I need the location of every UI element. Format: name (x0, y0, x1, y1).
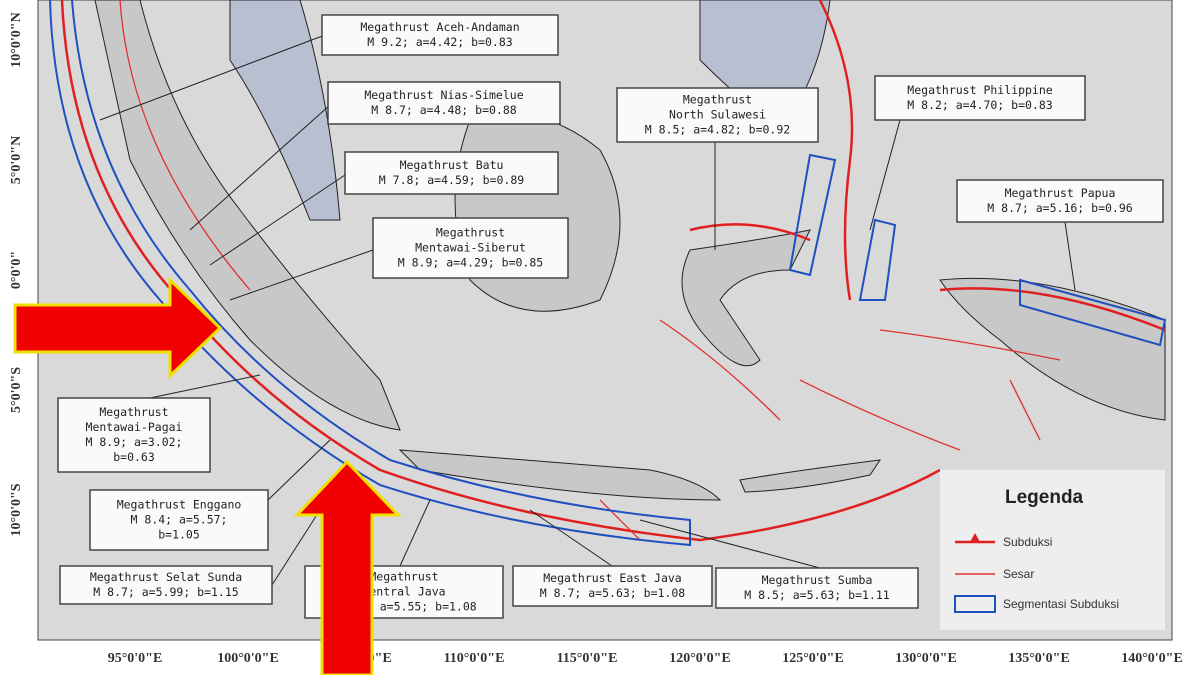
leader-line (209, 174, 346, 266)
callout-text: M 8.4; a=5.57; (131, 513, 228, 527)
legend-swatch (954, 595, 996, 613)
lat-label: 5°0'0"S (9, 367, 24, 413)
callout-text: Megathrust (436, 226, 505, 240)
lon-label: 100°0'0"E (217, 651, 279, 666)
legend-label: Segmentasi Subduksi (1003, 597, 1119, 611)
lat-label: 10°0'0"N (9, 12, 24, 67)
callout-box (372, 217, 569, 279)
lon-label: 135°0'0"E (1008, 651, 1070, 666)
legend-label: Subduksi (1003, 535, 1052, 549)
leader-line (399, 499, 431, 567)
callout-text: M 8.7; a=5.16; b=0.96 (987, 201, 1132, 215)
leader-line (99, 34, 326, 121)
callout-text: North Sulawesi (669, 108, 766, 122)
legend-label: Sesar (1003, 567, 1034, 581)
callout-box (57, 397, 211, 473)
lat-label: 10°0'0"S (9, 483, 24, 536)
callout-text: b=1.05 (158, 528, 200, 542)
lon-label: 95°0'0"E (108, 651, 163, 666)
legend: Legenda Subduksi Sesar Segmentasi Subduk… (940, 470, 1165, 630)
callout-text: Megathrust Selat Sunda (90, 570, 242, 584)
callout-box (344, 151, 559, 195)
callout-text: Megathrust Philippine (907, 83, 1052, 97)
leader-line (189, 104, 331, 231)
callout-text: Megathrust Papua (1005, 186, 1116, 200)
callout-text: M 8.7; a=5.99; b=1.15 (93, 585, 238, 599)
callout-box (616, 87, 819, 143)
faults (119, 0, 1061, 541)
legend-swatch (970, 533, 980, 542)
callout-text: Mentawai-Pagai (86, 420, 183, 434)
leader-line (529, 509, 613, 567)
leader-line (639, 519, 821, 569)
callout-box (89, 489, 269, 551)
callout-box (874, 75, 1086, 121)
lat-label: 5°0'0"N (9, 136, 24, 184)
lon-label: 125°0'0"E (782, 651, 844, 666)
callout-text: M 8.5; a=4.82; b=0.92 (645, 123, 790, 137)
lon-label: 140°0'0"E (1121, 651, 1183, 666)
callout-box (956, 179, 1164, 223)
callout-text: M 7.8; a=4.59; b=0.89 (379, 173, 524, 187)
callout-text: M 8.9; a=4.29; b=0.85 (398, 256, 543, 270)
leader-line (229, 249, 374, 301)
callout-text: Megathrust (99, 405, 168, 419)
legend-title: Legenda (1005, 487, 1084, 508)
callout-box (512, 565, 713, 607)
callout-text: Megathrust (683, 93, 752, 107)
callout-text: M 8.7; a=4.48; b=0.88 (371, 103, 516, 117)
callout-text: M 9.2; a=4.42; b=0.83 (367, 35, 512, 49)
callout-text: Mentawai-Siberut (415, 241, 526, 255)
callout-text: M 8.2; a=4.70; b=0.83 (907, 98, 1052, 112)
callout-text: Megathrust Nias-Simelue (364, 88, 523, 102)
callout-box (327, 81, 561, 125)
arrow-right (13, 276, 223, 380)
callout-box (321, 14, 559, 56)
callout-text: Megathrust East Java (543, 571, 681, 585)
lat-label: 0°0'0" (9, 251, 24, 289)
callout-text: M 8.5; a=5.63; b=1.11 (744, 588, 889, 602)
callout-text: M 8.9; a=3.02; (86, 435, 183, 449)
leader-line (869, 119, 901, 231)
callout-text: b=0.63 (113, 450, 155, 464)
arrow-up (293, 459, 402, 675)
callout-box (715, 567, 919, 609)
callout-text: Megathrust (369, 570, 438, 584)
callout-box (59, 565, 273, 605)
callout-text: M 8.7; a=5.63; b=1.08 (540, 586, 685, 600)
lon-label: 115°0'0"E (557, 651, 618, 666)
callout-text: Central Java (362, 585, 445, 599)
lon-label: 130°0'0"E (895, 651, 957, 666)
leader-line (267, 439, 331, 501)
lon-label: 120°0'0"E (669, 651, 731, 666)
callout-text: Megathrust Enggano (117, 498, 242, 512)
segments (49, 0, 1167, 547)
leader-line (149, 374, 261, 399)
callout-text: Megathrust Aceh-Andaman (360, 20, 519, 34)
callout-text: Megathrust Sumba (762, 573, 873, 587)
leader-line (1064, 221, 1076, 291)
leader-line (271, 509, 321, 586)
callout-text: Megathrust Batu (400, 158, 504, 172)
lon-label: 110°0'0"E (444, 651, 505, 666)
